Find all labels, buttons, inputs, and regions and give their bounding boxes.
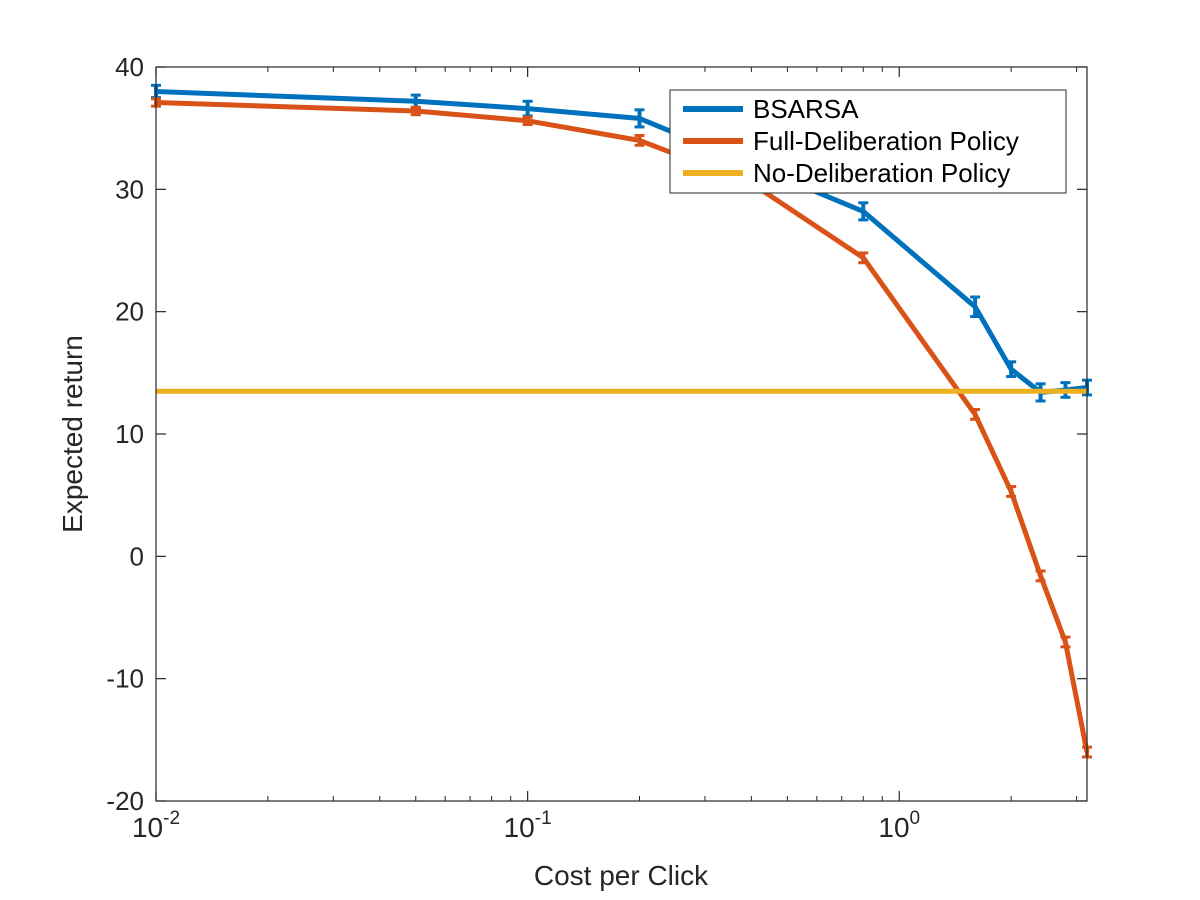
- error-bar-full-deliberation-policy: [970, 408, 981, 421]
- x-tick-label: 100: [878, 808, 920, 843]
- legend: BSARSA Full-Deliberation Policy No-Delib…: [669, 89, 1067, 194]
- error-bar-full-deliberation-policy: [1035, 569, 1046, 583]
- y-tick-label: 10: [115, 419, 144, 449]
- error-bar-full-deliberation-policy: [1006, 485, 1017, 498]
- error-bar-bsarsa: [634, 108, 645, 129]
- x-tick-label-base: 10: [878, 812, 909, 843]
- error-bar-full-deliberation-policy: [1060, 635, 1071, 649]
- x-tick-label-base: 10: [504, 812, 535, 843]
- series-full-deliberation-policy: [151, 97, 1092, 759]
- x-tick-label-exponent: -1: [535, 808, 552, 829]
- series-layer: [151, 83, 1092, 759]
- error-bar-full-deliberation-policy: [634, 134, 645, 147]
- x-tick-label-base: 10: [132, 812, 163, 843]
- error-bar-bsarsa: [970, 295, 981, 319]
- error-bar-full-deliberation-policy: [410, 105, 421, 117]
- x-tick-label-exponent: 0: [910, 808, 921, 829]
- legend-label-full-deliberation: Full-Deliberation Policy: [753, 126, 1019, 156]
- error-bar-bsarsa: [1006, 360, 1017, 379]
- error-bar-bsarsa: [858, 201, 869, 222]
- y-tick-label: -20: [106, 786, 144, 816]
- y-tick-label: 0: [130, 541, 144, 571]
- error-bar-full-deliberation-policy: [858, 251, 869, 265]
- x-axis-label: Cost per Click: [534, 860, 709, 891]
- series-line-full-deliberation-policy: [155, 100, 1090, 753]
- x-tick-label-exponent: -2: [163, 808, 180, 829]
- legend-label-no-deliberation: No-Deliberation Policy: [753, 158, 1010, 188]
- y-tick-label: -10: [106, 664, 144, 694]
- error-bar-full-deliberation-policy: [522, 115, 533, 126]
- y-tick-label: 40: [115, 52, 144, 82]
- y-tick-label: 20: [115, 297, 144, 327]
- x-tick-label: 10-1: [504, 808, 552, 843]
- legend-label-bsarsa: BSARSA: [753, 94, 859, 124]
- y-axis-label: Expected return: [57, 335, 88, 533]
- x-tick-label: 10-2: [132, 808, 180, 843]
- y-tick-label: 30: [115, 174, 144, 204]
